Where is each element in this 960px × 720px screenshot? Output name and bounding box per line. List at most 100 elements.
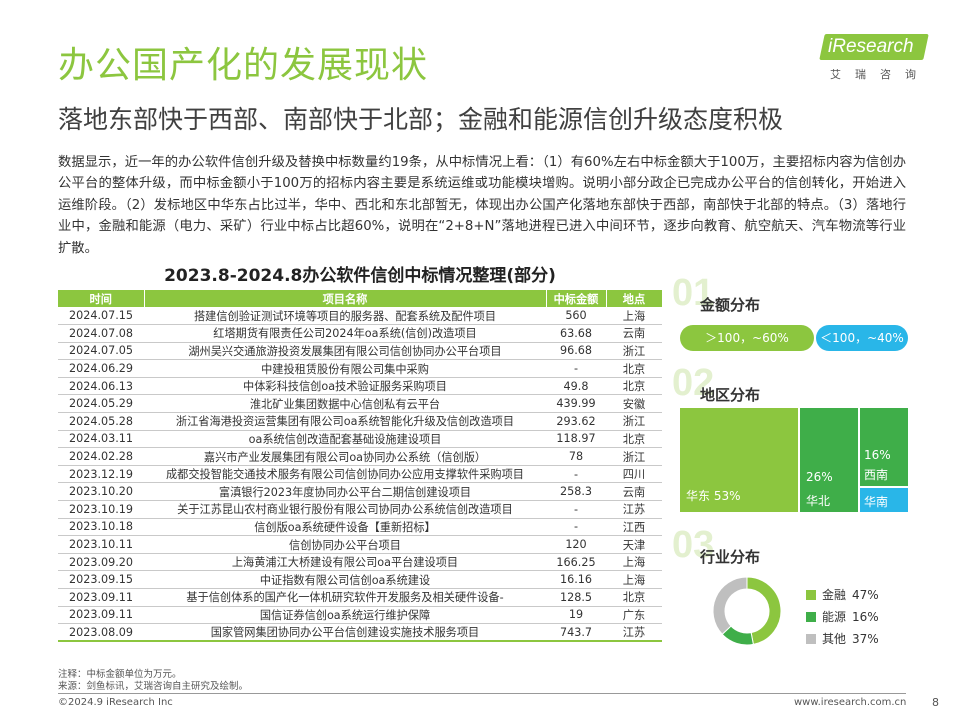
col-header-project: 项目名称 <box>144 290 547 307</box>
cell-location: 北京 <box>606 430 662 449</box>
cell-date: 2023.09.11 <box>58 588 144 607</box>
legend-swatch-energy <box>806 611 816 622</box>
industry-legend: 金融 47% 能源 16% 其他 37% <box>806 586 879 647</box>
treemap-southwest-label: 西南 <box>864 468 889 482</box>
cell-amount: - <box>546 359 606 378</box>
cell-amount: - <box>546 518 606 537</box>
cell-date: 2024.05.28 <box>58 412 144 431</box>
cell-location: 上海 <box>606 570 662 589</box>
treemap-south-label: 华南 <box>864 495 889 509</box>
cell-date: 2023.10.11 <box>58 535 144 554</box>
legend-energy: 能源 16% <box>806 608 879 625</box>
cell-project: 关于江苏昆山农村商业银行股份有限公司协同办公系统信创改造项目 <box>144 500 546 519</box>
table-row: 2024.06.13 中体彩科技信创oa技术验证服务采购项目 49.8 北京 <box>58 377 662 396</box>
cell-date: 2024.06.13 <box>58 377 144 396</box>
cell-amount: 293.62 <box>546 412 606 431</box>
treemap-north-label: 华北 <box>806 494 831 508</box>
treemap-southwest-pct: 16% <box>864 448 891 462</box>
treemap-east: 华东 53% <box>680 408 798 512</box>
cell-amount: 743.7 <box>546 623 606 643</box>
cell-amount: 118.97 <box>546 430 606 449</box>
cell-location: 浙江 <box>606 412 662 431</box>
cell-location: 四川 <box>606 465 662 484</box>
legend-finance: 金融 47% <box>806 586 879 603</box>
cell-date: 2024.03.11 <box>58 430 144 449</box>
cell-location: 上海 <box>606 553 662 572</box>
table-title: 2023.8-2024.8办公软件信创中标情况整理(部分) <box>164 266 556 286</box>
table-header-row: 时间 项目名称 中标金额 地点 <box>58 290 663 307</box>
note-source: 来源：剑鱼标讯，艾瑞咨询自主研究及绘制。 <box>58 681 249 692</box>
treemap-north-pct: 26% <box>806 470 833 484</box>
table-row: 2023.09.11 基于信创体系的国产化一体机研究软件开发服务及相关硬件设备- 1… <box>58 588 662 607</box>
notes: 注释：中标金额单位为万元。 来源：剑鱼标讯，艾瑞咨询自主研究及绘制。 <box>58 669 248 693</box>
footer-website-link[interactable]: www.iresearch.com.cn <box>794 697 907 708</box>
cell-amount: 128.5 <box>546 588 606 607</box>
cell-amount: 120 <box>546 535 606 554</box>
cell-project: 淮北矿业集团数据中心信创私有云平台 <box>144 394 546 414</box>
legend-other-label: 其他 <box>822 632 847 646</box>
cell-project: 信创版oa系统硬件设备【重新招标】 <box>144 518 546 537</box>
cell-project: 富滇银行2023年度协同办公平台二期信创建设项目 <box>144 482 546 502</box>
legend-other-pct: 37% <box>852 631 879 646</box>
cell-amount: 96.68 <box>546 342 606 361</box>
legend-swatch-finance <box>806 589 816 600</box>
cell-project: oa系统信创改造配套基础设施建设项目 <box>144 430 546 449</box>
table-row: 2023.10.20 富滇银行2023年度协同办公平台二期信创建设项目 258.3 云… <box>58 482 662 502</box>
cell-location: 江苏 <box>606 500 662 519</box>
table-row: 2023.10.18 信创版oa系统硬件设备【重新招标】 - 江西 <box>58 518 662 537</box>
cell-project: 嘉兴市产业发展集团有限公司oa协同办公系统（信创版） <box>144 447 546 466</box>
cell-date: 2024.07.08 <box>58 324 144 343</box>
cell-amount: 258.3 <box>546 482 606 502</box>
table-row: 2023.10.19 关于江苏昆山农村商业银行股份有限公司协同办公系统信创改造项目… <box>58 500 662 519</box>
summary-paragraph: 数据显示，近一年的办公软件信创升级及替换中标数量约19条，从中标情况上看：（1）… <box>58 155 906 256</box>
legend-finance-pct: 47% <box>852 587 879 602</box>
footer-divider <box>58 693 906 694</box>
cell-amount: 439.99 <box>546 394 606 414</box>
amount-section-title: 金额分布 <box>700 296 761 314</box>
cell-project: 中建投租赁股份有限公司集中采购 <box>144 359 546 378</box>
col-header-date: 时间 <box>58 290 145 307</box>
cell-amount: 49.8 <box>546 377 606 396</box>
iresearch-logo: iResearch 艾瑞咨询 <box>819 34 932 84</box>
cell-date: 2023.09.11 <box>58 606 144 625</box>
bid-table: 时间 项目名称 中标金额 地点 2024.07.15 搭建信创验证测试环境等项目的… <box>58 290 663 643</box>
cell-date: 2024.07.15 <box>58 307 144 326</box>
cell-project: 浙江省海港投资运营集团有限公司oa系统智能化升级及信创改造项目 <box>144 412 546 431</box>
cell-amount: 63.68 <box>546 324 606 343</box>
cell-location: 云南 <box>606 482 662 502</box>
cell-project: 红塔期货有限责任公司2024年oa系统(信创)改造项目 <box>144 324 546 343</box>
cell-location: 浙江 <box>606 447 662 466</box>
treemap-south: 华南 <box>860 488 908 512</box>
cell-location: 云南 <box>606 324 662 343</box>
treemap-southwest: 16% 西南 <box>860 408 908 486</box>
cell-date: 2024.07.05 <box>58 342 144 361</box>
cell-amount: - <box>546 465 606 484</box>
cell-location: 北京 <box>606 588 662 607</box>
legend-swatch-other <box>806 633 816 644</box>
cell-project: 湖州吴兴交通旅游投资发展集团有限公司信创协同办公平台项目 <box>144 342 546 361</box>
cell-date: 2024.06.29 <box>58 359 144 378</box>
section-number-01: 01 <box>672 272 715 314</box>
cell-location: 天津 <box>606 535 662 554</box>
section-number-03: 03 <box>672 524 715 566</box>
cell-project: 搭建信创验证测试环境等项目的服务器、配套系统及配件项目 <box>144 307 546 326</box>
table-row: 2023.09.20 上海黄浦江大桥建设有限公司oa平台建设项目 166.25 上海 <box>58 553 662 572</box>
cell-location: 广东 <box>606 606 662 625</box>
treemap-east-label: 华东 53% <box>686 489 741 503</box>
cell-location: 江苏 <box>606 623 662 643</box>
cell-date: 2023.10.18 <box>58 518 144 537</box>
cell-project: 中体彩科技信创oa技术验证服务采购项目 <box>144 377 546 396</box>
donut-slice-finance <box>746 576 782 645</box>
amount-pill-under-100: ＜100，~40% <box>816 325 908 351</box>
industry-section-title: 行业分布 <box>700 548 761 566</box>
region-treemap: 华东 53% 26% 华北 16% 西南 华南 <box>680 408 908 512</box>
table-row: 2023.10.11 信创协同办公平台项目 120 天津 <box>58 535 662 554</box>
cell-amount: 16.16 <box>546 570 606 589</box>
cell-date: 2023.09.15 <box>58 570 144 589</box>
col-header-amount: 中标金额 <box>546 290 607 307</box>
table-row: 2023.09.11 国信证券信创oa系统运行维护保障 19 广东 <box>58 606 662 625</box>
legend-energy-label: 能源 <box>822 610 847 624</box>
table-row: 2024.07.15 搭建信创验证测试环境等项目的服务器、配套系统及配件项目 560… <box>58 307 662 326</box>
donut-slice-other <box>712 576 748 635</box>
table-row: 2024.07.05 湖州吴兴交通旅游投资发展集团有限公司信创协同办公平台项目 96… <box>58 342 662 361</box>
